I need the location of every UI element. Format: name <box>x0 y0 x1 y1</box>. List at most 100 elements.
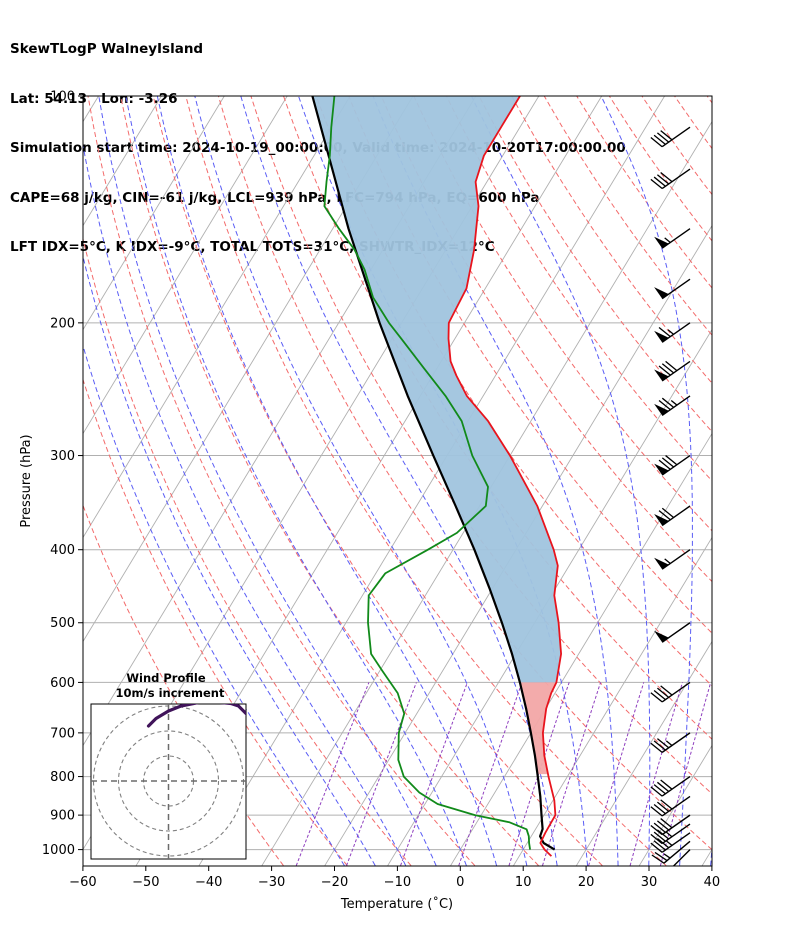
wind-barb <box>654 360 691 382</box>
dry-adiabat-line <box>83 236 412 866</box>
mixing-ratio-line <box>542 682 602 866</box>
wind-barb-staff <box>661 681 691 703</box>
dry-adiabat-line <box>83 378 348 866</box>
wind-barb-flag <box>650 742 663 753</box>
chart-title: SkewTLogP WalneyIsland <box>10 41 204 57</box>
wind-barb-flag <box>660 171 673 183</box>
wind-barb-flag <box>661 397 675 408</box>
wind-barb-staff <box>672 849 691 866</box>
x-tick-label: 0 <box>456 875 464 890</box>
dry-adiabat-line <box>706 96 712 104</box>
moist-adiabat-line <box>83 254 376 866</box>
x-tick-label: 40 <box>704 875 721 890</box>
wind-barb <box>654 505 691 527</box>
isotherm-line <box>576 640 712 866</box>
wind-barb-staff <box>661 823 691 845</box>
wind-barb-half-flag <box>667 329 675 335</box>
wind-barb-flag <box>661 457 675 468</box>
wind-barb <box>654 228 691 249</box>
wind-barb-pennant <box>654 557 669 570</box>
wind-barb <box>650 126 691 148</box>
wind-barb-staff <box>661 126 691 148</box>
moist-adiabat-line <box>710 842 712 866</box>
y-axis-label: Pressure (hPa) <box>19 434 34 527</box>
y-axis-ticks: 100 200 300 400 500 600 700 800 900 1000 <box>42 90 83 858</box>
isotherm-line <box>450 432 712 866</box>
temperature-profile-line <box>447 96 562 857</box>
wind-barb-flag <box>656 687 670 698</box>
dry-adiabat-line <box>152 96 603 866</box>
isotherm-line <box>83 96 288 435</box>
wind-barb-pennant <box>654 630 669 643</box>
cape-line: CAPE=68 j/kg, CIN=-61 j/kg, LCL=939 hPa,… <box>10 189 540 206</box>
y-tick-label: 600 <box>50 676 75 691</box>
wind-barb <box>654 622 691 643</box>
wind-barb-staff <box>661 795 691 817</box>
wind-barb-staff <box>661 775 691 797</box>
wind-barb-flag <box>656 781 670 792</box>
moist-adiabat-line <box>125 96 467 866</box>
wind-barb-flag <box>658 365 671 376</box>
wind-barb-flag <box>656 820 670 831</box>
mixing-ratio-line <box>508 682 570 866</box>
isotherm-line <box>83 96 351 539</box>
isotherm-line <box>324 224 712 866</box>
x-tick-label: 20 <box>578 875 595 890</box>
cape-area <box>312 96 562 683</box>
moist-adiabat-line <box>83 343 345 866</box>
dry-adiabat-line <box>674 96 712 150</box>
wind-barb-staff <box>661 832 691 853</box>
wind-barb-flag <box>658 510 671 521</box>
wind-barb <box>662 849 691 871</box>
wind-barb-flag <box>650 692 663 703</box>
wind-barb-staff <box>661 622 691 643</box>
wind-barb <box>650 168 691 190</box>
x-axis-label: Temperature (˚C) <box>340 896 453 912</box>
wind-barb <box>650 775 691 797</box>
wind-barb-flag <box>656 738 670 749</box>
wind-barb-flag <box>653 831 666 842</box>
moist-adiabats <box>83 96 712 866</box>
mixing-ratio-line <box>346 682 417 866</box>
parcel-profile-line <box>311 96 556 851</box>
wind-barb-half-flag <box>663 853 671 859</box>
wind-barb-staff <box>663 840 691 864</box>
wind-barb-flag <box>660 685 673 696</box>
wind-barbs <box>650 126 691 871</box>
x-tick-label: −60 <box>69 875 96 890</box>
hodograph-inset: Wind Profile 10m/s increment <box>90 671 247 860</box>
x-tick-label: 10 <box>515 875 532 890</box>
isotherm-line <box>83 96 162 227</box>
dry-adiabat-line <box>608 96 712 242</box>
isotherm-line <box>513 536 712 866</box>
dry-adiabat-line <box>87 96 476 866</box>
dry-adiabat-line <box>478 96 712 433</box>
wind-barb-staff <box>661 732 691 753</box>
wind-barb-flag <box>650 178 663 190</box>
y-tick-label: 700 <box>50 726 75 741</box>
dry-adiabat-line <box>740 96 794 866</box>
moist-adiabat-line <box>240 96 558 866</box>
mixing-ratio-line <box>629 682 683 866</box>
wind-barb-flag <box>653 840 666 851</box>
wind-barb <box>654 454 691 476</box>
wind-barb-half-flag <box>662 867 668 871</box>
wind-barb-flag <box>660 818 673 829</box>
wind-barb-flag <box>650 786 663 797</box>
y-tick-label: 100 <box>50 90 75 105</box>
wind-barb-flag <box>650 833 663 845</box>
wind-barb <box>654 549 691 570</box>
y-tick-label: 800 <box>50 770 75 785</box>
dry-adiabat-line <box>543 96 712 336</box>
wind-barb-flag <box>653 176 666 187</box>
x-tick-label: −20 <box>321 875 348 890</box>
isotherm-line <box>198 96 666 866</box>
wind-barb-half-flag <box>670 399 678 406</box>
wind-barb-flag <box>656 174 670 185</box>
dry-adiabat-line <box>185 96 667 866</box>
wind-barb-half-flag <box>664 237 671 243</box>
y-tick-label: 300 <box>50 449 75 464</box>
moist-adiabat-line <box>83 142 407 866</box>
wind-barb-flag <box>656 801 670 812</box>
